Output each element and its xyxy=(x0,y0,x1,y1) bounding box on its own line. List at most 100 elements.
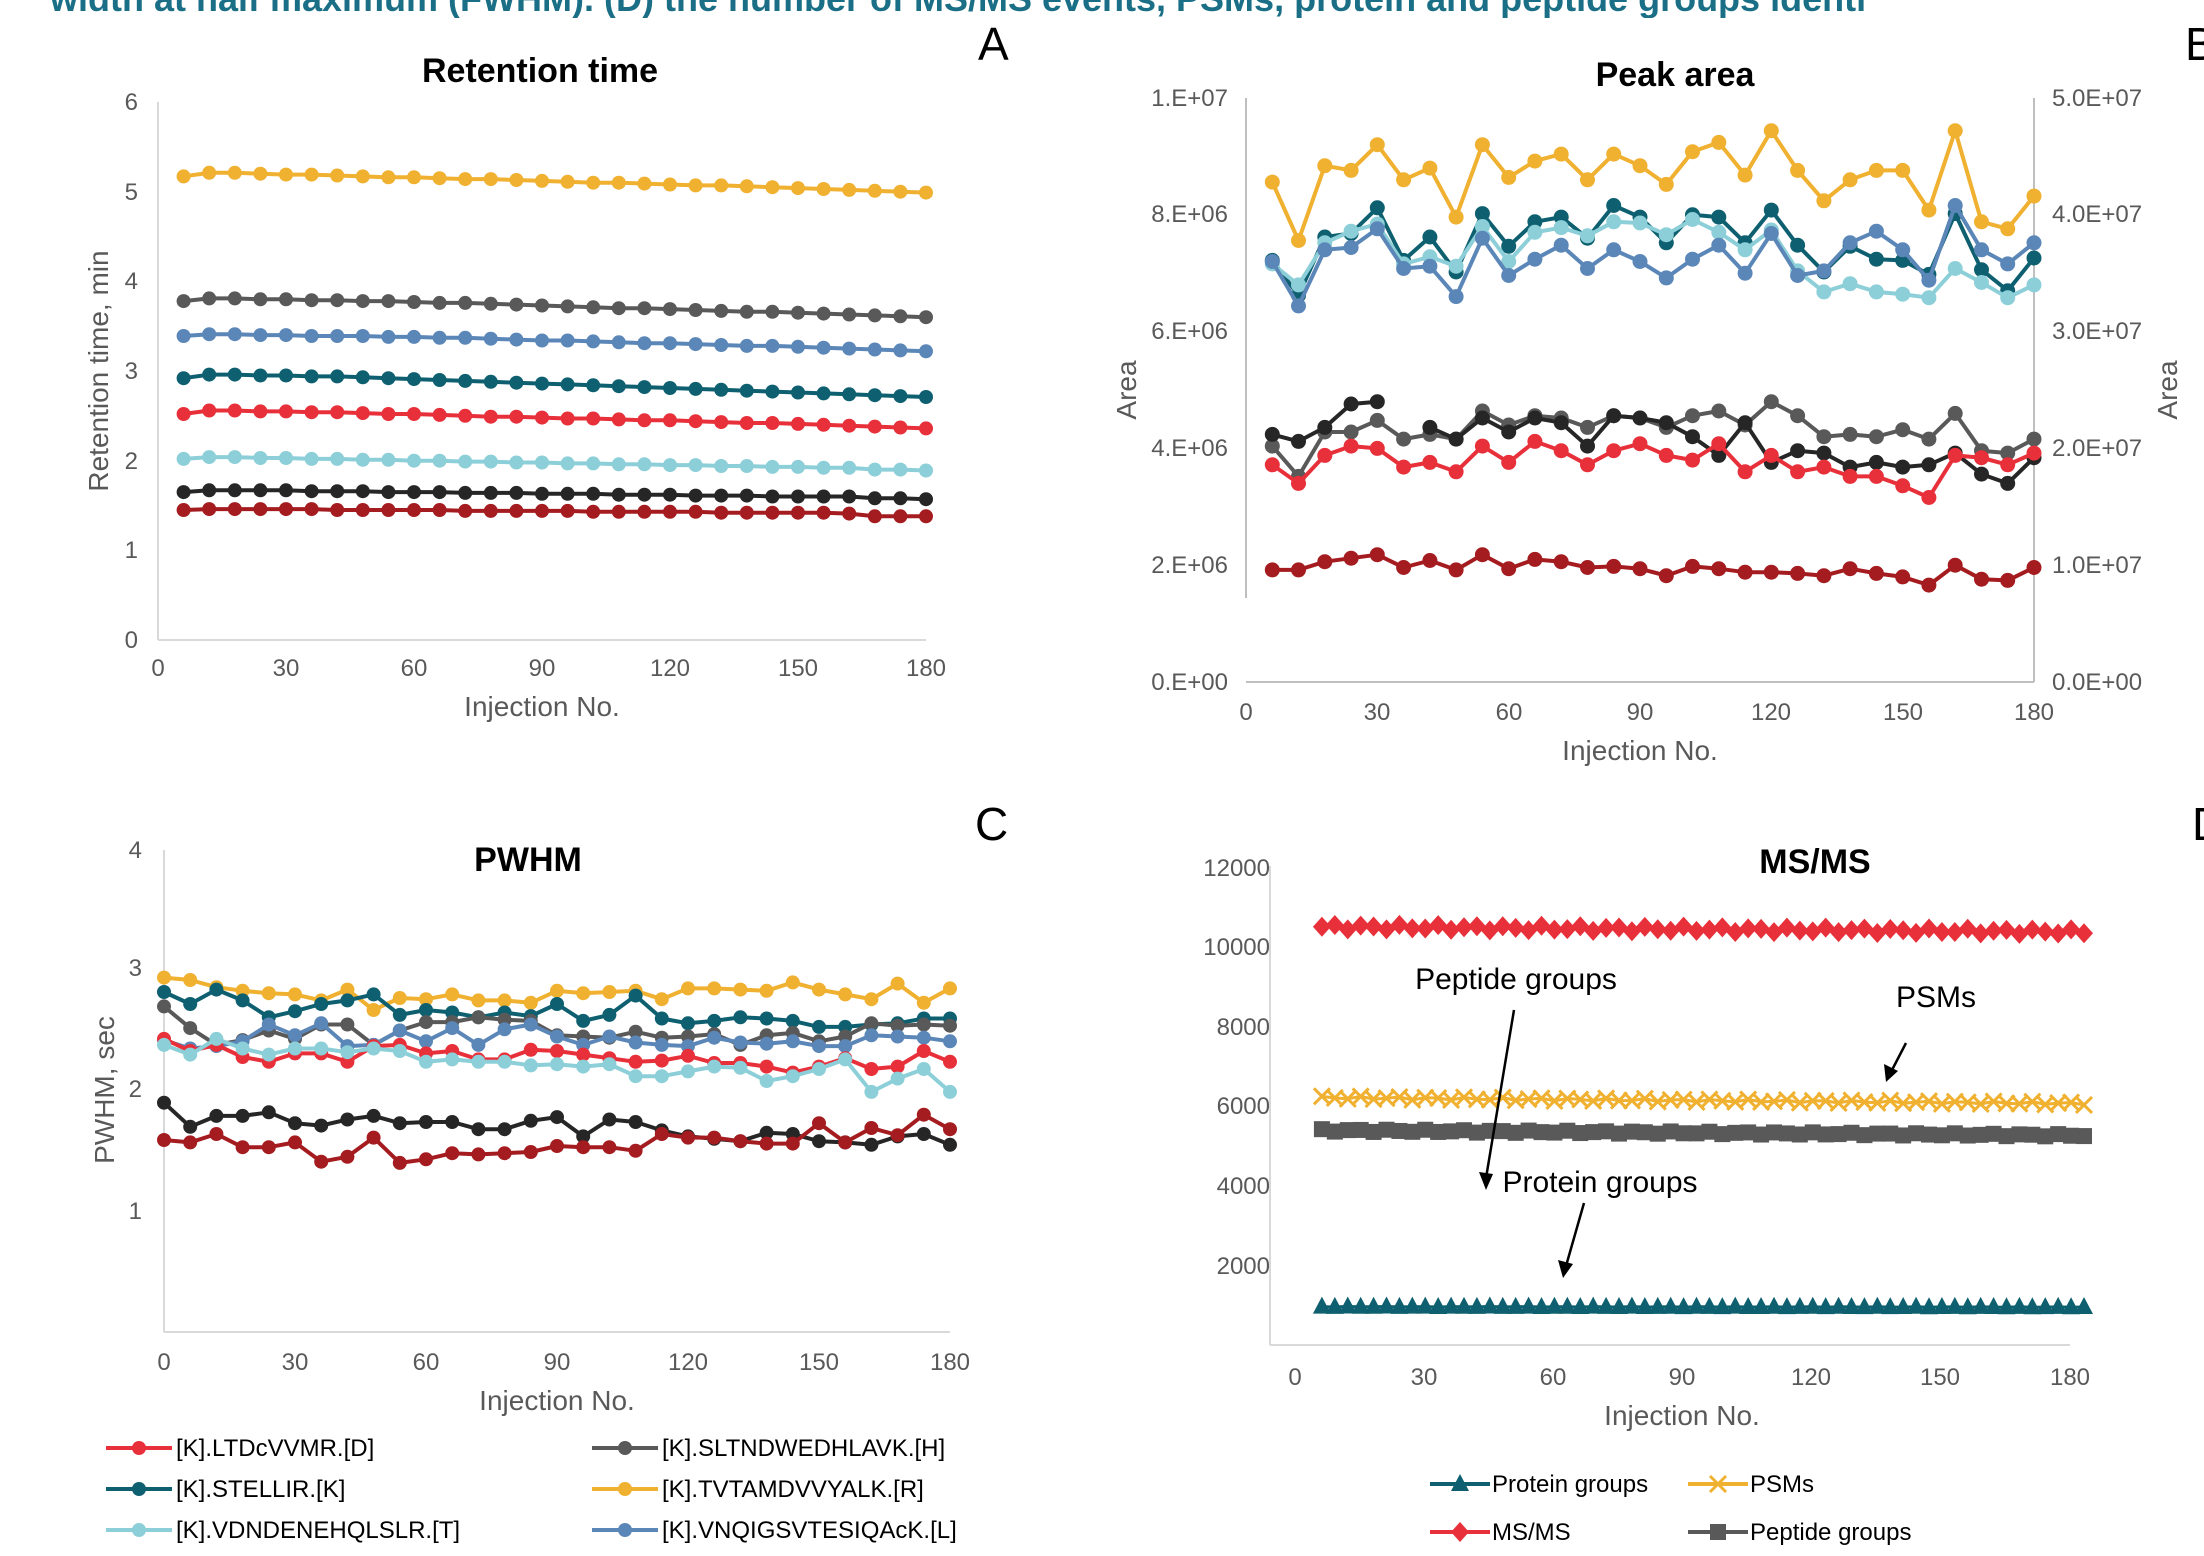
data-point xyxy=(733,1060,748,1075)
data-point xyxy=(1343,396,1359,412)
data-point xyxy=(458,503,473,518)
data-point xyxy=(765,180,780,195)
data-point xyxy=(176,169,191,184)
data-point xyxy=(733,982,748,997)
data-point xyxy=(1527,224,1543,240)
data-point xyxy=(1658,176,1674,192)
data-point xyxy=(1429,1296,1448,1314)
annotation-arrow xyxy=(1890,1042,1908,1071)
data-point xyxy=(392,1155,407,1170)
series-line xyxy=(183,488,927,502)
data-point xyxy=(2036,1297,2055,1315)
data-point xyxy=(1571,1297,1590,1315)
data-point xyxy=(2023,919,2042,940)
data-point xyxy=(209,1108,224,1123)
data-point xyxy=(1343,223,1359,239)
y-tick-label: 3 xyxy=(125,358,138,385)
x-tick-label: 150 xyxy=(1920,1364,1960,1391)
series-line xyxy=(1271,399,2036,486)
panel-letter-b: B xyxy=(2185,18,2204,70)
data-point xyxy=(1501,561,1517,577)
x-tick-label: 0 xyxy=(151,655,164,682)
x-tick-label: 120 xyxy=(650,655,690,682)
data-point xyxy=(759,1036,774,1051)
data-point xyxy=(816,417,831,432)
data-point xyxy=(1842,561,1858,577)
data-point xyxy=(1474,410,1490,426)
data-point xyxy=(812,1062,826,1076)
data-point xyxy=(1474,547,1490,563)
data-point xyxy=(586,378,601,393)
series-line xyxy=(1271,439,2035,500)
y-tick-label: 1 xyxy=(125,537,138,564)
data-point xyxy=(1448,258,1464,274)
data-point xyxy=(628,1035,643,1050)
data-point xyxy=(2000,256,2016,272)
data-point xyxy=(253,483,268,498)
data-point xyxy=(1881,919,1900,940)
data-point xyxy=(1317,419,1333,435)
data-point xyxy=(1291,475,1306,491)
data-point xyxy=(355,370,370,385)
data-point xyxy=(893,509,908,524)
data-point xyxy=(458,485,473,500)
caption-fragment: width at half maximum (FWHM). (D) the nu… xyxy=(50,0,2204,18)
data-point xyxy=(157,985,171,999)
y2-tick-label: 2.0E+07 xyxy=(2052,435,2142,462)
peptide-legend: [K].LTDcVVMR.[D] [K].SLTNDWEDHLAVK.[H] [K]… xyxy=(106,1435,957,1544)
data-point xyxy=(1868,565,1884,581)
data-point xyxy=(523,1017,538,1032)
data-point xyxy=(1611,1125,1627,1142)
data-point xyxy=(1816,284,1832,300)
data-point xyxy=(1443,1123,1460,1140)
x-tick-label: 0 xyxy=(1288,1364,1301,1391)
data-point xyxy=(1737,415,1753,431)
data-point xyxy=(1959,1127,1976,1144)
data-point xyxy=(157,1037,171,1052)
data-point xyxy=(458,408,473,423)
data-point xyxy=(2076,1128,2092,1145)
x-tick-label: 120 xyxy=(1791,1364,1831,1391)
data-point xyxy=(688,337,703,352)
data-point xyxy=(663,177,677,192)
data-point xyxy=(842,341,857,356)
data-point xyxy=(1711,209,1727,225)
x-tick-label: 30 xyxy=(1411,1364,1438,1391)
data-point xyxy=(1740,1124,1757,1141)
data-point xyxy=(688,488,703,503)
data-point xyxy=(1553,209,1569,225)
data-point xyxy=(1790,162,1806,178)
data-point xyxy=(1895,162,1911,178)
data-point xyxy=(261,1105,276,1120)
data-point xyxy=(1700,919,1719,940)
data-point xyxy=(1763,226,1779,241)
data-point xyxy=(1416,918,1435,939)
data-point xyxy=(1714,1126,1731,1143)
data-point xyxy=(407,503,421,517)
data-point xyxy=(739,383,754,398)
data-point xyxy=(535,376,549,391)
data-point xyxy=(714,488,729,503)
data-point xyxy=(1868,429,1884,445)
data-point xyxy=(1803,1296,1822,1314)
data-point xyxy=(1856,1127,1873,1144)
data-point xyxy=(1985,1125,2002,1142)
data-point xyxy=(1711,237,1727,253)
data-point xyxy=(1606,408,1622,424)
data-point xyxy=(576,1047,591,1062)
y-tick-label: 2000 xyxy=(1217,1253,1270,1280)
data-point xyxy=(1868,284,1884,300)
data-point xyxy=(1763,447,1779,463)
data-point xyxy=(355,406,370,421)
data-point xyxy=(2026,445,2042,461)
data-point xyxy=(739,505,754,520)
data-point xyxy=(1606,443,1622,459)
y2-axis-label: Area xyxy=(2152,360,2183,420)
data-point xyxy=(864,992,879,1007)
data-point xyxy=(1829,1296,1848,1314)
data-point xyxy=(1606,214,1622,230)
data-point xyxy=(1816,193,1832,209)
data-point xyxy=(1422,258,1438,274)
y-tick-label: 4 xyxy=(129,837,142,864)
panel-letter-d: D xyxy=(2192,798,2204,850)
